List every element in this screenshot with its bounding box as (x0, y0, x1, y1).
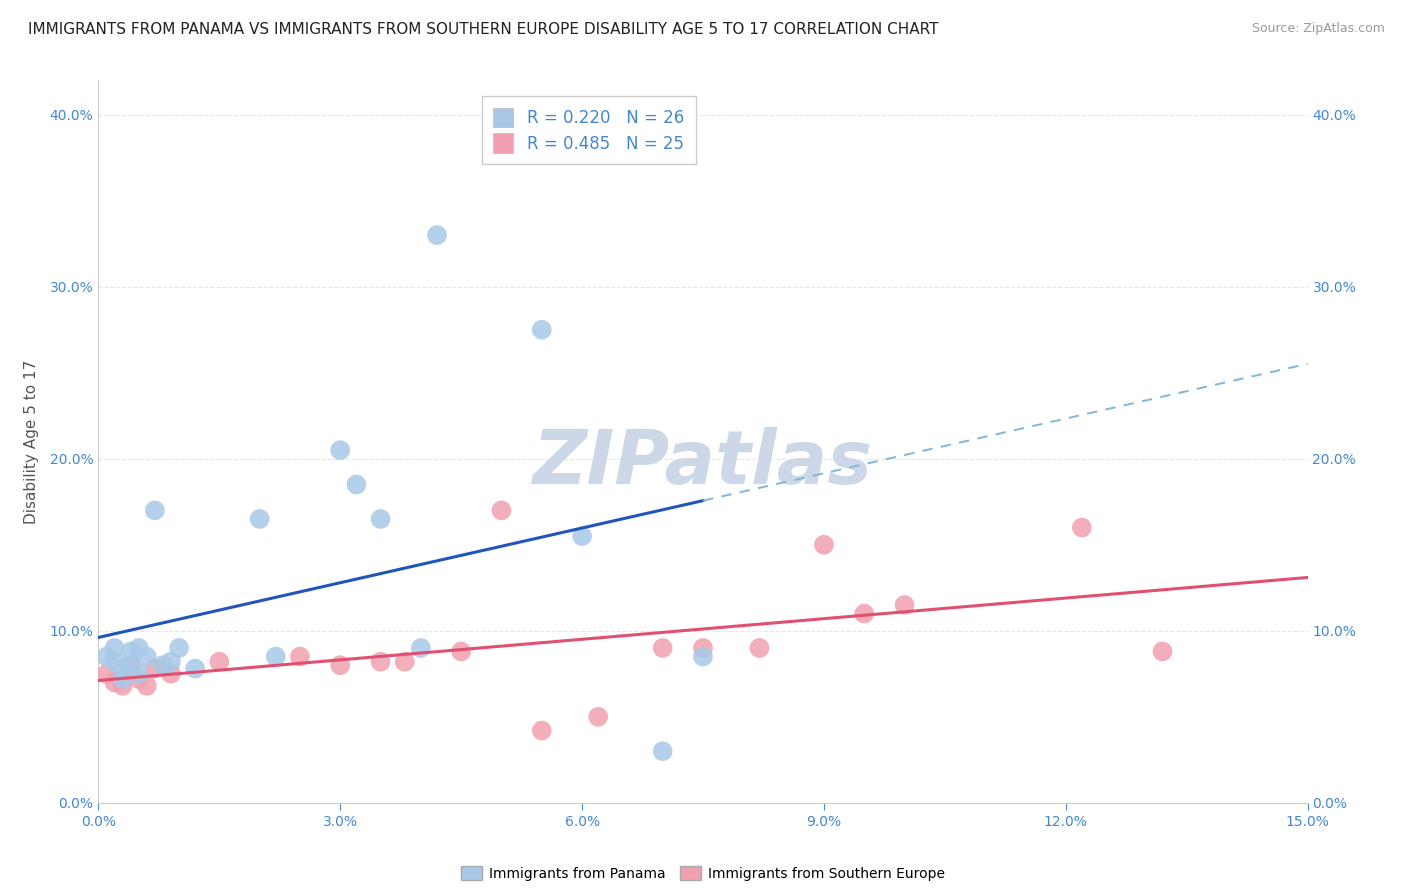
Point (160, 666, 183, 681)
Point (329, 443, 352, 458)
Point (491, 503, 513, 517)
Point (167, 640, 190, 655)
Point (135, 649, 157, 664)
Point (128, 672, 150, 686)
Point (651, 744, 673, 758)
Point (586, 710, 609, 724)
Point (96, 649, 118, 664)
Point (813, 538, 835, 552)
Point (103, 675, 125, 690)
Point (1070, 520, 1092, 534)
Point (893, 598, 915, 612)
Point (120, 658, 142, 673)
Point (530, 723, 553, 738)
Point (143, 503, 166, 517)
Point (128, 640, 150, 655)
Point (692, 649, 714, 664)
Point (111, 662, 134, 676)
Point (135, 679, 157, 693)
Point (249, 512, 271, 526)
Point (651, 640, 673, 655)
Point (120, 644, 142, 658)
Point (853, 607, 876, 621)
Point (96, 666, 118, 681)
Text: Source: ZipAtlas.com: Source: ZipAtlas.com (1251, 22, 1385, 36)
Point (120, 658, 142, 673)
Point (103, 655, 125, 669)
Point (208, 655, 231, 669)
Legend: Immigrants from Panama, Immigrants from Southern Europe: Immigrants from Panama, Immigrants from … (456, 860, 950, 887)
Point (370, 512, 392, 526)
Point (1152, 644, 1174, 658)
Point (394, 655, 416, 669)
Point (111, 672, 134, 686)
Point (409, 640, 432, 655)
Point (344, 477, 367, 491)
Point (530, 323, 553, 337)
Point (288, 649, 311, 664)
Point (748, 640, 770, 655)
Point (152, 658, 174, 673)
Point (128, 666, 150, 681)
Text: IMMIGRANTS FROM PANAMA VS IMMIGRANTS FROM SOUTHERN EUROPE DISABILITY AGE 5 TO 17: IMMIGRANTS FROM PANAMA VS IMMIGRANTS FRO… (28, 22, 939, 37)
Y-axis label: Disability Age 5 to 17: Disability Age 5 to 17 (24, 359, 38, 524)
Point (160, 655, 183, 669)
Point (426, 228, 449, 243)
Point (329, 658, 352, 673)
Point (184, 662, 207, 676)
Point (143, 662, 166, 676)
Point (264, 649, 287, 664)
Point (103, 640, 125, 655)
Point (370, 655, 392, 669)
Point (692, 640, 714, 655)
Point (571, 529, 593, 543)
Point (450, 644, 472, 658)
Point (111, 679, 134, 693)
Text: ZIPatlas: ZIPatlas (533, 426, 873, 500)
